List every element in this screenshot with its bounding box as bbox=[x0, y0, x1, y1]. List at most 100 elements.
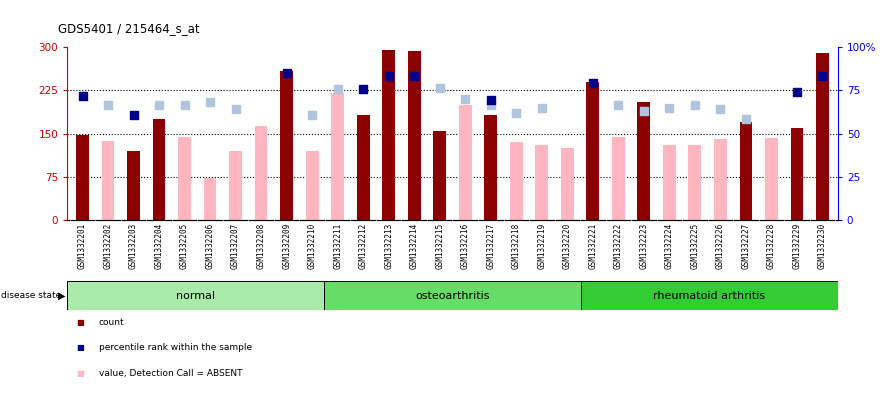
Point bbox=[433, 84, 447, 91]
Bar bbox=[280, 72, 293, 220]
Text: GSM1332220: GSM1332220 bbox=[563, 223, 572, 269]
Text: GSM1332206: GSM1332206 bbox=[205, 223, 214, 269]
Bar bbox=[816, 53, 829, 220]
Text: GSM1332202: GSM1332202 bbox=[104, 223, 113, 269]
Point bbox=[152, 102, 167, 108]
Point bbox=[637, 107, 651, 114]
Bar bbox=[510, 142, 522, 220]
Point bbox=[688, 102, 702, 108]
Text: GSM1332225: GSM1332225 bbox=[691, 223, 700, 269]
Text: ■: ■ bbox=[76, 369, 84, 378]
Point bbox=[75, 93, 90, 99]
Point bbox=[458, 96, 472, 102]
Text: ■: ■ bbox=[76, 318, 84, 327]
Point bbox=[815, 73, 830, 79]
Point bbox=[101, 102, 116, 108]
Text: GSM1332215: GSM1332215 bbox=[435, 223, 444, 269]
Bar bbox=[434, 131, 446, 220]
Point bbox=[228, 106, 243, 112]
Bar bbox=[152, 119, 166, 220]
Bar bbox=[612, 136, 625, 220]
Point bbox=[484, 102, 498, 108]
Text: GSM1332228: GSM1332228 bbox=[767, 223, 776, 269]
Bar bbox=[561, 148, 573, 220]
Point bbox=[305, 112, 319, 118]
Text: osteoarthritis: osteoarthritis bbox=[415, 291, 490, 301]
Text: GSM1332208: GSM1332208 bbox=[256, 223, 265, 269]
Text: value, Detection Call = ABSENT: value, Detection Call = ABSENT bbox=[99, 369, 242, 378]
Point bbox=[331, 86, 345, 92]
Text: GSM1332214: GSM1332214 bbox=[409, 223, 418, 269]
Text: percentile rank within the sample: percentile rank within the sample bbox=[99, 343, 252, 352]
Bar bbox=[306, 151, 318, 220]
Bar bbox=[663, 145, 676, 220]
Text: rheumatoid arthritis: rheumatoid arthritis bbox=[653, 291, 765, 301]
Point bbox=[509, 110, 523, 117]
Text: GSM1332207: GSM1332207 bbox=[231, 223, 240, 269]
Text: GSM1332205: GSM1332205 bbox=[180, 223, 189, 269]
Bar bbox=[178, 136, 191, 220]
Bar bbox=[485, 115, 497, 220]
Bar bbox=[765, 138, 778, 220]
Text: GSM1332204: GSM1332204 bbox=[154, 223, 164, 269]
Text: count: count bbox=[99, 318, 125, 327]
Text: GSM1332227: GSM1332227 bbox=[741, 223, 751, 269]
Text: disease state: disease state bbox=[1, 291, 61, 300]
Bar bbox=[67, 281, 324, 310]
Bar bbox=[739, 122, 753, 220]
Point bbox=[586, 80, 600, 86]
Text: GSM1332218: GSM1332218 bbox=[512, 223, 521, 269]
Point bbox=[177, 102, 192, 108]
Bar bbox=[357, 115, 369, 220]
Text: GSM1332223: GSM1332223 bbox=[640, 223, 649, 269]
Bar bbox=[581, 281, 838, 310]
Text: GSM1332209: GSM1332209 bbox=[282, 223, 291, 269]
Bar bbox=[408, 51, 420, 220]
Text: GSM1332211: GSM1332211 bbox=[333, 223, 342, 269]
Text: normal: normal bbox=[177, 291, 215, 301]
Text: GSM1332229: GSM1332229 bbox=[792, 223, 801, 269]
Point bbox=[535, 105, 549, 111]
Bar bbox=[459, 105, 471, 220]
Bar bbox=[688, 145, 702, 220]
Text: ■: ■ bbox=[76, 343, 84, 352]
Text: GSM1332224: GSM1332224 bbox=[665, 223, 674, 269]
Point bbox=[662, 105, 676, 111]
Bar bbox=[332, 93, 344, 220]
Point bbox=[484, 97, 498, 103]
Bar bbox=[76, 135, 89, 220]
Bar bbox=[714, 140, 727, 220]
Point bbox=[382, 73, 396, 79]
Point bbox=[126, 112, 141, 118]
Bar bbox=[536, 145, 548, 220]
Text: GSM1332226: GSM1332226 bbox=[716, 223, 725, 269]
Point bbox=[280, 70, 294, 76]
Bar bbox=[637, 102, 650, 220]
Point bbox=[202, 99, 217, 105]
Bar bbox=[587, 82, 599, 220]
Point bbox=[356, 86, 370, 92]
Text: GSM1332222: GSM1332222 bbox=[614, 223, 623, 269]
Text: GSM1332230: GSM1332230 bbox=[818, 223, 827, 269]
Point bbox=[738, 116, 753, 122]
Text: GSM1332217: GSM1332217 bbox=[487, 223, 495, 269]
Bar bbox=[229, 151, 242, 220]
Text: GSM1332203: GSM1332203 bbox=[129, 223, 138, 269]
Text: GSM1332216: GSM1332216 bbox=[461, 223, 470, 269]
Text: GDS5401 / 215464_s_at: GDS5401 / 215464_s_at bbox=[58, 22, 200, 35]
Text: GSM1332219: GSM1332219 bbox=[538, 223, 547, 269]
Point bbox=[407, 73, 421, 79]
Bar bbox=[203, 178, 217, 220]
Bar bbox=[254, 126, 268, 220]
Bar bbox=[790, 128, 804, 220]
Point bbox=[611, 102, 625, 108]
Bar bbox=[101, 141, 115, 220]
Bar bbox=[324, 281, 581, 310]
Text: GSM1332210: GSM1332210 bbox=[307, 223, 316, 269]
Point bbox=[713, 106, 728, 112]
Text: GSM1332212: GSM1332212 bbox=[358, 223, 367, 269]
Text: GSM1332221: GSM1332221 bbox=[589, 223, 598, 269]
Text: GSM1332201: GSM1332201 bbox=[78, 223, 87, 269]
Bar bbox=[127, 151, 140, 220]
Text: ▶: ▶ bbox=[58, 291, 65, 301]
